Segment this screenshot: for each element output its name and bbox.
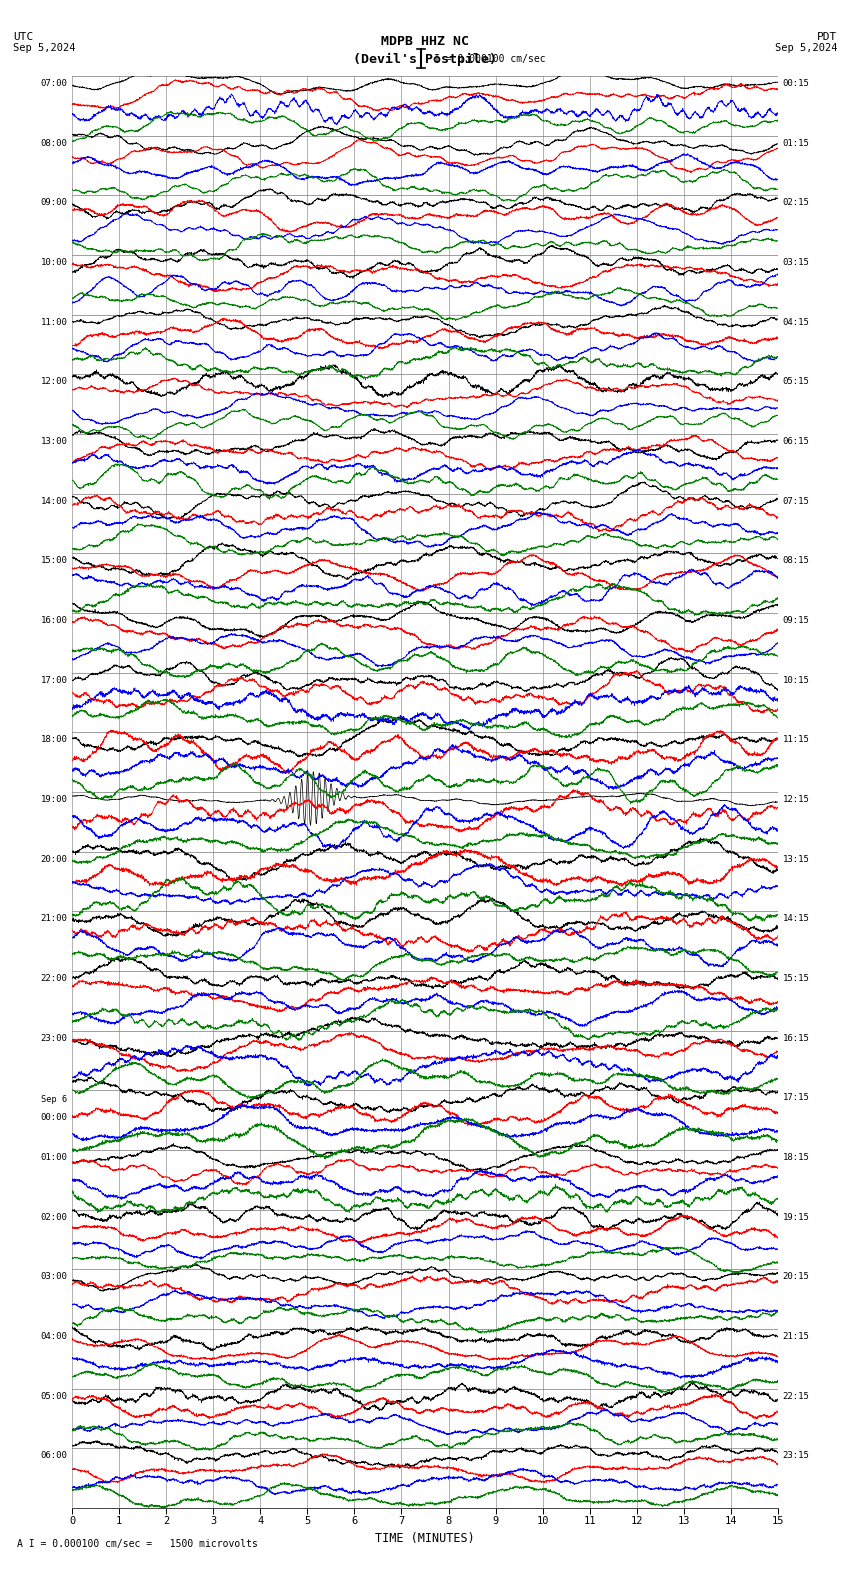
Text: 02:15: 02:15 <box>783 198 809 208</box>
Text: 09:15: 09:15 <box>783 616 809 626</box>
Text: 13:15: 13:15 <box>783 855 809 863</box>
Text: 21:00: 21:00 <box>41 914 67 923</box>
Text: 11:15: 11:15 <box>783 735 809 744</box>
Text: 07:00: 07:00 <box>41 79 67 89</box>
Text: 17:00: 17:00 <box>41 676 67 684</box>
Text: 17:15: 17:15 <box>783 1093 809 1102</box>
Text: 23:15: 23:15 <box>783 1451 809 1460</box>
Text: 18:15: 18:15 <box>783 1153 809 1163</box>
Text: I = 0.000100 cm/sec: I = 0.000100 cm/sec <box>434 54 545 63</box>
Text: 06:15: 06:15 <box>783 437 809 447</box>
Text: 08:15: 08:15 <box>783 556 809 565</box>
Text: 18:00: 18:00 <box>41 735 67 744</box>
Text: 12:15: 12:15 <box>783 795 809 805</box>
Text: 19:15: 19:15 <box>783 1213 809 1221</box>
Text: 04:00: 04:00 <box>41 1332 67 1342</box>
Text: 19:00: 19:00 <box>41 795 67 805</box>
Text: 23:00: 23:00 <box>41 1034 67 1042</box>
Text: 14:15: 14:15 <box>783 914 809 923</box>
Text: 10:00: 10:00 <box>41 258 67 268</box>
Text: 12:00: 12:00 <box>41 377 67 386</box>
Text: 13:00: 13:00 <box>41 437 67 447</box>
Text: 21:15: 21:15 <box>783 1332 809 1342</box>
Text: 22:00: 22:00 <box>41 974 67 984</box>
Text: 01:15: 01:15 <box>783 139 809 147</box>
Text: 06:00: 06:00 <box>41 1451 67 1460</box>
Text: 16:15: 16:15 <box>783 1034 809 1042</box>
X-axis label: TIME (MINUTES): TIME (MINUTES) <box>375 1532 475 1544</box>
Text: 22:15: 22:15 <box>783 1392 809 1400</box>
Text: 20:15: 20:15 <box>783 1272 809 1281</box>
Text: 08:00: 08:00 <box>41 139 67 147</box>
Text: 00:00: 00:00 <box>41 1112 67 1121</box>
Text: UTC: UTC <box>13 32 33 41</box>
Text: 16:00: 16:00 <box>41 616 67 626</box>
Text: Sep 5,2024: Sep 5,2024 <box>13 43 76 52</box>
Text: 03:00: 03:00 <box>41 1272 67 1281</box>
Text: 14:00: 14:00 <box>41 497 67 505</box>
Text: 01:00: 01:00 <box>41 1153 67 1163</box>
Text: 00:15: 00:15 <box>783 79 809 89</box>
Text: 02:00: 02:00 <box>41 1213 67 1221</box>
Text: Sep 5,2024: Sep 5,2024 <box>774 43 837 52</box>
Text: 15:15: 15:15 <box>783 974 809 984</box>
Text: 04:15: 04:15 <box>783 318 809 326</box>
Text: 20:00: 20:00 <box>41 855 67 863</box>
Text: MDPB HHZ NC
(Devil's Postpile): MDPB HHZ NC (Devil's Postpile) <box>353 35 497 67</box>
Text: Sep 6: Sep 6 <box>41 1095 67 1104</box>
Text: 11:00: 11:00 <box>41 318 67 326</box>
Text: 07:15: 07:15 <box>783 497 809 505</box>
Text: 03:15: 03:15 <box>783 258 809 268</box>
Text: PDT: PDT <box>817 32 837 41</box>
Text: 15:00: 15:00 <box>41 556 67 565</box>
Text: 05:15: 05:15 <box>783 377 809 386</box>
Text: 09:00: 09:00 <box>41 198 67 208</box>
Text: 10:15: 10:15 <box>783 676 809 684</box>
Text: A I = 0.000100 cm/sec =   1500 microvolts: A I = 0.000100 cm/sec = 1500 microvolts <box>17 1540 258 1549</box>
Text: 05:00: 05:00 <box>41 1392 67 1400</box>
